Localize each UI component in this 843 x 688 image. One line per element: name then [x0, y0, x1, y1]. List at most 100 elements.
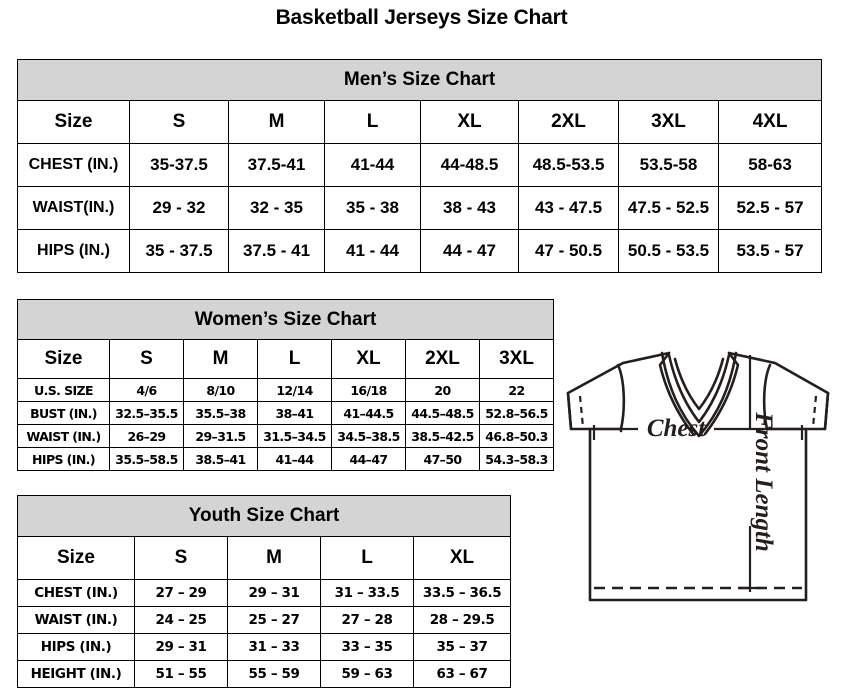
- youth-col-size: Size: [17, 536, 135, 580]
- womens-col-s: S: [109, 339, 184, 379]
- youth-chest-xl: 33.5 – 36.5: [412, 579, 512, 607]
- mens-row-label-chest: CHEST (IN.): [17, 143, 130, 187]
- womens-col-size: Size: [17, 339, 110, 379]
- table-row: HIPS (IN.) 35 - 37.5 37.5 - 41 41 - 44 4…: [17, 229, 823, 273]
- womens-chart-band-title: Women’s Size Chart: [16, 299, 555, 340]
- table-row: HEIGHT (IN.) 51 – 55 55 – 59 59 – 63 63 …: [17, 660, 512, 688]
- mens-hips-4xl: 53.5 - 57: [717, 229, 823, 273]
- womens-ussize-m: 8/10: [183, 378, 258, 402]
- womens-waist-3xl: 46.8–50.3: [478, 424, 555, 448]
- jersey-outline-icon: [566, 351, 830, 602]
- youth-height-m: 55 – 59: [227, 660, 321, 688]
- mens-col-s: S: [129, 100, 229, 144]
- womens-hips-3xl: 54.3–58.3: [478, 447, 555, 471]
- mens-chest-2xl: 48.5-53.5: [518, 143, 619, 187]
- table-row: CHEST (IN.) 27 – 29 29 – 31 31 – 33.5 33…: [17, 579, 512, 607]
- jersey-measurement-diagram: Chest Front Length: [528, 330, 843, 660]
- youth-row-label-waist: WAIST (IN.): [17, 606, 135, 634]
- mens-hips-xl: 44 - 47: [420, 229, 519, 273]
- mens-row-label-waist: WAIST(IN.): [17, 186, 130, 230]
- mens-chest-4xl: 58-63: [717, 143, 823, 187]
- mens-waist-xl: 38 - 43: [420, 186, 519, 230]
- womens-row-label-bust: BUST (IN.): [17, 401, 110, 425]
- youth-chest-m: 29 – 31: [227, 579, 321, 607]
- womens-hips-s: 35.5–58.5: [109, 447, 184, 471]
- womens-size-chart-table: Women’s Size Chart Size S M L XL 2XL 3XL…: [16, 299, 555, 471]
- mens-chest-3xl: 53.5-58: [618, 143, 719, 187]
- womens-waist-s: 26–29: [109, 424, 184, 448]
- front-length-measure-line: [739, 355, 761, 592]
- womens-col-3xl: 3XL: [478, 339, 555, 379]
- youth-col-l: L: [320, 536, 414, 580]
- mens-col-2xl: 2XL: [518, 100, 619, 144]
- womens-col-2xl: 2XL: [405, 339, 480, 379]
- youth-col-xl: XL: [412, 536, 512, 580]
- mens-col-size: Size: [17, 100, 130, 144]
- mens-waist-4xl: 52.5 - 57: [717, 186, 823, 230]
- front-length-label: Front Length: [750, 411, 777, 552]
- mens-chest-s: 35-37.5: [129, 143, 229, 187]
- womens-hips-2xl: 47–50: [405, 447, 480, 471]
- youth-col-m: M: [227, 536, 321, 580]
- mens-waist-s: 29 - 32: [129, 186, 229, 230]
- youth-size-chart-table: Youth Size Chart Size S M L XL CHEST (IN…: [16, 495, 512, 688]
- page-title: Basketball Jerseys Size Chart: [275, 6, 568, 29]
- table-row: CHEST (IN.) 35-37.5 37.5-41 41-44 44-48.…: [17, 143, 823, 187]
- mens-hips-m: 37.5 - 41: [228, 229, 325, 273]
- womens-row-label-us-size: U.S. SIZE: [17, 378, 110, 402]
- womens-bust-xl: 41–44.5: [331, 401, 406, 425]
- womens-waist-2xl: 38.5–42.5: [405, 424, 480, 448]
- womens-row-label-waist: WAIST (IN.): [17, 424, 110, 448]
- youth-hips-xl: 35 – 37: [412, 633, 512, 661]
- table-row: WAIST (IN.) 26–29 29–31.5 31.5–34.5 34.5…: [17, 424, 555, 448]
- womens-ussize-s: 4/6: [109, 378, 184, 402]
- mens-col-m: M: [228, 100, 325, 144]
- youth-waist-m: 25 – 27: [227, 606, 321, 634]
- mens-hips-2xl: 47 - 50.5: [518, 229, 619, 273]
- youth-hips-s: 29 – 31: [134, 633, 228, 661]
- womens-ussize-xl: 16/18: [331, 378, 406, 402]
- youth-row-label-chest: CHEST (IN.): [17, 579, 135, 607]
- womens-hips-l: 41–44: [257, 447, 332, 471]
- table-row: BUST (IN.) 32.5–35.5 35.5–38 38–41 41–44…: [17, 401, 555, 425]
- youth-row-label-hips: HIPS (IN.): [17, 633, 135, 661]
- mens-waist-3xl: 47.5 - 52.5: [618, 186, 719, 230]
- womens-hips-xl: 44–47: [331, 447, 406, 471]
- mens-size-chart-table: Men’s Size Chart Size S M L XL 2XL 3XL 4…: [16, 59, 823, 273]
- sleeve-cuff-stitch: [578, 395, 818, 428]
- mens-col-xl: XL: [420, 100, 519, 144]
- table-row: HIPS (IN.) 29 – 31 31 – 33 33 – 35 35 – …: [17, 633, 512, 661]
- mens-waist-m: 32 - 35: [228, 186, 325, 230]
- womens-ussize-l: 12/14: [257, 378, 332, 402]
- youth-chest-l: 31 – 33.5: [320, 579, 414, 607]
- mens-chest-m: 37.5-41: [228, 143, 325, 187]
- womens-row-label-hips: HIPS (IN.): [17, 447, 110, 471]
- mens-col-3xl: 3XL: [618, 100, 719, 144]
- youth-height-s: 51 – 55: [134, 660, 228, 688]
- youth-column-header-row: Size S M L XL: [17, 536, 512, 580]
- mens-chart-band-title: Men’s Size Chart: [16, 59, 823, 101]
- youth-hips-m: 31 – 33: [227, 633, 321, 661]
- table-row: U.S. SIZE 4/6 8/10 12/14 16/18 20 22: [17, 378, 555, 402]
- chest-measure-line: [592, 425, 804, 440]
- womens-hips-m: 38.5–41: [183, 447, 258, 471]
- womens-waist-xl: 34.5–38.5: [331, 424, 406, 448]
- youth-waist-xl: 28 – 29.5: [412, 606, 512, 634]
- mens-hips-l: 41 - 44: [324, 229, 421, 273]
- mens-chest-l: 41-44: [324, 143, 421, 187]
- mens-hips-3xl: 50.5 - 53.5: [618, 229, 719, 273]
- youth-waist-s: 24 – 25: [134, 606, 228, 634]
- youth-hips-l: 33 – 35: [320, 633, 414, 661]
- mens-col-4xl: 4XL: [717, 100, 823, 144]
- womens-col-xl: XL: [331, 339, 406, 379]
- youth-chest-s: 27 – 29: [134, 579, 228, 607]
- table-row: HIPS (IN.) 35.5–58.5 38.5–41 41–44 44–47…: [17, 447, 555, 471]
- womens-bust-m: 35.5–38: [183, 401, 258, 425]
- mens-hips-s: 35 - 37.5: [129, 229, 229, 273]
- womens-ussize-2xl: 20: [405, 378, 480, 402]
- youth-height-l: 59 – 63: [320, 660, 414, 688]
- mens-chest-xl: 44-48.5: [420, 143, 519, 187]
- womens-waist-m: 29–31.5: [183, 424, 258, 448]
- womens-bust-l: 38–41: [257, 401, 332, 425]
- mens-column-header-row: Size S M L XL 2XL 3XL 4XL: [17, 100, 823, 144]
